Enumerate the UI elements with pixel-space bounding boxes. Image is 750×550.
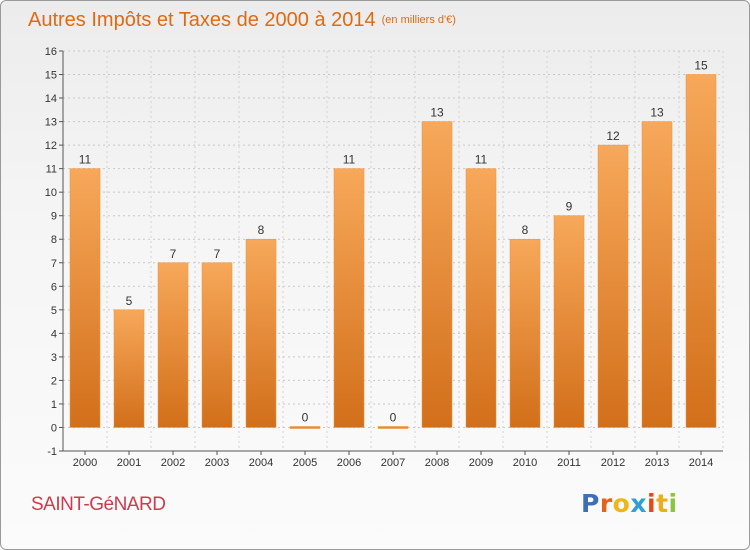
bar bbox=[509, 238, 541, 428]
labels: -101234567891011121314151611200052001720… bbox=[45, 46, 713, 469]
bar bbox=[421, 121, 453, 428]
bar-value-label: 0 bbox=[390, 410, 397, 424]
bar bbox=[333, 168, 365, 428]
y-tick-label: 0 bbox=[51, 422, 57, 434]
proxiti-logo: Proxiti bbox=[581, 489, 678, 518]
logo-letter: P bbox=[581, 489, 600, 518]
bar bbox=[157, 262, 189, 428]
chart-title-text: Autres Impôts et Taxes de 2000 à 2014 bbox=[28, 9, 376, 31]
logo-letter: i bbox=[668, 489, 678, 518]
y-tick-label: 12 bbox=[45, 140, 57, 152]
bar-value-label: 11 bbox=[343, 153, 356, 167]
x-tick-label: 2008 bbox=[425, 457, 449, 469]
x-tick-label: 2012 bbox=[601, 457, 625, 469]
bar bbox=[465, 168, 497, 428]
y-tick-label: 3 bbox=[51, 352, 57, 364]
y-tick-label: 7 bbox=[51, 258, 57, 270]
bars bbox=[69, 74, 717, 429]
x-tick-label: 2005 bbox=[293, 457, 317, 469]
bar bbox=[641, 121, 673, 428]
logo-letter: x bbox=[630, 489, 647, 518]
y-tick-label: 11 bbox=[46, 164, 57, 176]
y-tick-label: 13 bbox=[45, 117, 57, 129]
y-tick-label: 15 bbox=[45, 70, 57, 82]
bar bbox=[245, 238, 277, 428]
y-tick-label: 9 bbox=[51, 211, 57, 223]
bar-value-label: 11 bbox=[79, 153, 92, 167]
y-tick-label: 2 bbox=[51, 375, 57, 387]
y-tick-label: 16 bbox=[45, 46, 57, 58]
y-tick-label: 10 bbox=[45, 187, 57, 199]
x-tick-label: 2011 bbox=[557, 457, 581, 469]
bar-value-label: 15 bbox=[694, 59, 708, 73]
bar-value-label: 0 bbox=[302, 410, 309, 424]
bar bbox=[597, 144, 629, 428]
x-tick-label: 2002 bbox=[161, 457, 185, 469]
logo-letter: r bbox=[599, 489, 613, 518]
y-tick-label: 5 bbox=[51, 305, 57, 317]
bar bbox=[113, 309, 145, 428]
bar bbox=[685, 74, 717, 428]
bar-value-label: 11 bbox=[475, 153, 488, 167]
x-tick-label: 2014 bbox=[689, 457, 713, 469]
y-tick-label: 8 bbox=[51, 234, 57, 246]
bar-value-label: 12 bbox=[606, 129, 620, 143]
bar-value-label: 9 bbox=[566, 200, 573, 214]
bar-value-label: 13 bbox=[650, 106, 664, 120]
x-tick-label: 2007 bbox=[381, 457, 405, 469]
bar bbox=[553, 215, 585, 428]
bar bbox=[201, 262, 233, 428]
axes bbox=[59, 50, 723, 455]
bar-value-label: 7 bbox=[170, 247, 177, 261]
bar bbox=[289, 426, 321, 429]
x-tick-label: 2013 bbox=[645, 457, 669, 469]
commune-name: SAINT-GéNARD bbox=[31, 494, 166, 515]
y-tick-label: 1 bbox=[51, 399, 57, 411]
logo-letter: t bbox=[656, 489, 669, 518]
bar bbox=[377, 426, 409, 429]
bar-value-label: 8 bbox=[522, 223, 529, 237]
chart-subtitle: (en milliers d'€) bbox=[381, 14, 456, 26]
logo-letter: i bbox=[647, 489, 657, 518]
x-tick-label: 2004 bbox=[249, 457, 273, 469]
y-tick-label: 14 bbox=[45, 93, 57, 105]
x-tick-label: 2006 bbox=[337, 457, 361, 469]
x-tick-label: 2009 bbox=[469, 457, 493, 469]
y-tick-label: -1 bbox=[47, 446, 57, 458]
x-tick-label: 2000 bbox=[73, 457, 97, 469]
x-tick-label: 2010 bbox=[513, 457, 537, 469]
bar bbox=[69, 168, 101, 428]
bar-value-label: 13 bbox=[430, 106, 444, 120]
chart-title: Autres Impôts et Taxes de 2000 à 2014 (en… bbox=[28, 9, 456, 32]
bar-value-label: 7 bbox=[214, 247, 221, 261]
x-tick-label: 2003 bbox=[205, 457, 229, 469]
y-tick-label: 6 bbox=[51, 281, 57, 293]
logo-letter: o bbox=[612, 489, 631, 518]
bar-value-label: 8 bbox=[258, 223, 265, 237]
y-tick-label: 4 bbox=[51, 328, 57, 340]
bar-value-label: 5 bbox=[126, 294, 133, 308]
x-tick-label: 2001 bbox=[117, 457, 141, 469]
